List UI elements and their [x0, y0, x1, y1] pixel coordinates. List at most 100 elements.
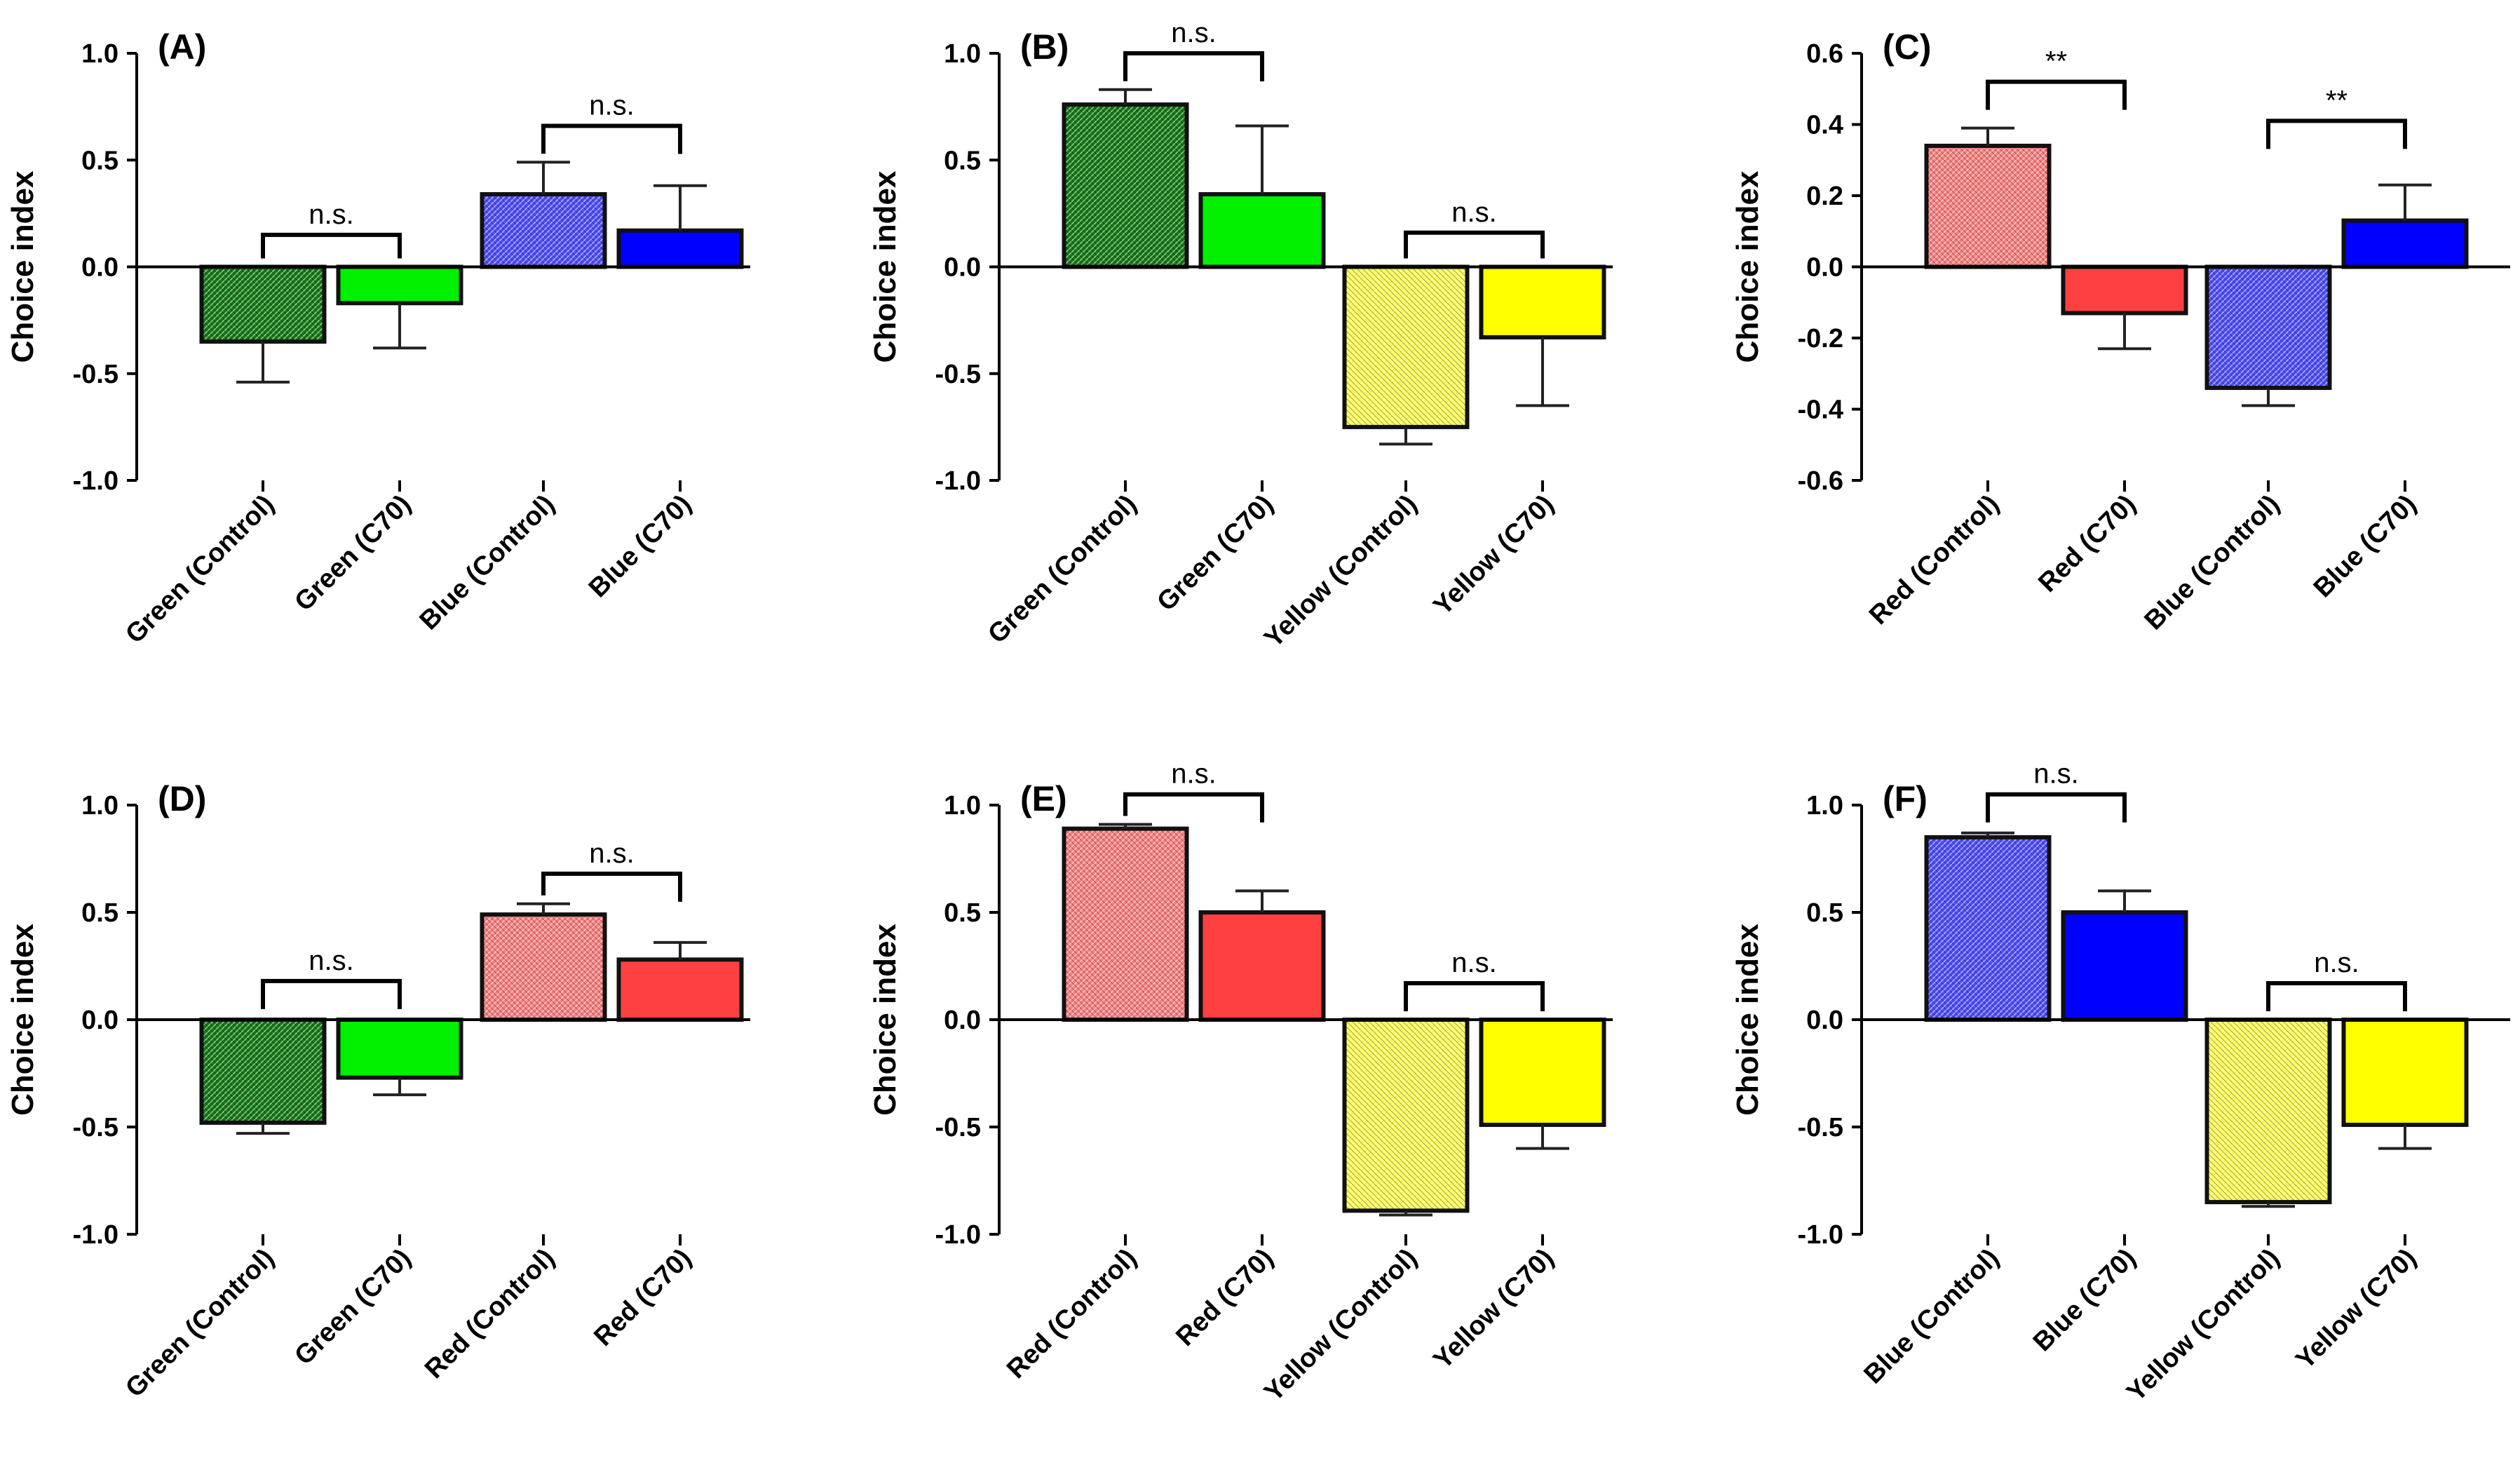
x-tick-label: Yellow (C70): [1428, 490, 1559, 621]
y-tick-label: -0.5: [73, 1113, 118, 1142]
error-bar: [2098, 313, 2151, 351]
panel-label: (C): [1883, 27, 1931, 67]
bar: [1924, 143, 2052, 269]
y-tick-label: 0.6: [1806, 39, 1843, 69]
x-tick-label: Green (Control): [982, 490, 1142, 649]
y-tick-label: 0.5: [1806, 898, 1843, 928]
y-tick-label: 1.0: [1806, 791, 1843, 821]
x-tick-label: Green (Control): [120, 490, 280, 649]
y-tick-label: 0.5: [81, 146, 118, 175]
error-bar: [1961, 831, 2014, 837]
bar: [1924, 835, 2052, 1022]
x-tick-label: Green (C70): [289, 490, 416, 617]
bar: [2061, 910, 2188, 1022]
significance-bracket: n.s.: [541, 90, 682, 154]
significance-bracket: n.s.: [261, 945, 402, 1009]
y-tick-label: -1.0: [935, 1220, 981, 1250]
error-bar: [373, 303, 426, 350]
error-bar: [1961, 126, 2014, 146]
significance-label: n.s.: [1451, 197, 1496, 228]
error-bar: [653, 184, 707, 231]
bar: [1062, 102, 1189, 269]
y-tick-label: -0.5: [935, 360, 981, 389]
x-tick-label: Red (C70): [2033, 490, 2141, 598]
y-tick-label: -1.0: [1798, 1220, 1843, 1250]
significance-bracket: n.s.: [2266, 947, 2407, 1011]
significance-bracket: **: [2266, 85, 2407, 149]
chart-panel-c: 0.6 0.4 0.2 0.0 -0.2 -0.4 -0.6 Red (Control) Red…: [1730, 27, 2510, 635]
y-tick-label: 0.0: [81, 1006, 118, 1035]
significance-label: n.s.: [2033, 759, 2078, 790]
significance-bracket: n.s.: [1404, 947, 1545, 1011]
chart-panel-f: 1.0 0.5 0.0 -0.5 -1.0 Blue (Control) Blue (C70…: [1730, 759, 2510, 1407]
bar: [199, 1018, 327, 1125]
significance-label: n.s.: [309, 199, 353, 230]
x-tick-label: Green (C70): [1151, 490, 1279, 617]
bar: [2204, 1018, 2332, 1205]
x-tick-label: Yellow (C70): [1428, 1243, 1559, 1375]
error-bar: [1099, 823, 1152, 829]
significance-bracket: n.s.: [1986, 759, 2127, 823]
error-bar: [517, 902, 570, 915]
x-tick-label: Blue (Control): [414, 490, 561, 636]
x-tick-label: Red (Control): [1001, 1243, 1142, 1384]
y-tick-label: 0.0: [81, 253, 118, 283]
y-axis-title: Choice index: [6, 170, 40, 363]
error-bar: [373, 1077, 426, 1097]
x-tick-label: Red (Control): [419, 1243, 560, 1384]
bar: [1479, 264, 1606, 339]
significance-bracket: n.s.: [1404, 197, 1545, 259]
error-bar: [1379, 426, 1432, 446]
y-tick-label: 0.0: [944, 253, 981, 283]
significance-bracket: **: [1986, 46, 2127, 110]
bar: [616, 228, 744, 269]
y-tick-label: -1.0: [73, 1220, 118, 1250]
y-tick-label: 0.0: [1806, 1006, 1843, 1035]
y-axis-title: Choice index: [6, 924, 40, 1116]
y-tick-label: 0.0: [1806, 253, 1843, 283]
y-tick-label: 0.0: [944, 1006, 981, 1035]
bar: [1479, 1018, 1606, 1127]
bar: [1198, 191, 1326, 269]
x-tick-label: Red (Control): [1864, 490, 2005, 630]
x-tick-label: Red (C70): [588, 1243, 697, 1352]
x-tick-label: Blue (C70): [2308, 490, 2423, 604]
bar: [2341, 1018, 2469, 1127]
x-tick-label: Blue (C70): [583, 490, 698, 604]
significance-label: n.s.: [309, 945, 353, 976]
x-tick-label: Blue (Control): [2139, 490, 2286, 636]
error-bar: [2098, 889, 2151, 912]
bar: [2341, 218, 2469, 269]
y-tick-label: -1.0: [73, 466, 118, 496]
panel-label: (E): [1020, 779, 1067, 818]
x-tick-label: Green (Control): [120, 1243, 280, 1403]
x-tick-label: Green (C70): [289, 1243, 416, 1371]
error-bar: [1516, 1124, 1569, 1150]
y-tick-label: 1.0: [81, 791, 118, 821]
x-tick-label: Yellow (C70): [2290, 1243, 2422, 1375]
bar: [480, 912, 607, 1022]
bar: [2204, 264, 2332, 391]
error-bar: [236, 1122, 290, 1135]
y-tick-label: 0.5: [944, 898, 981, 928]
x-tick-label: Blue (C70): [2028, 1243, 2142, 1358]
error-bar: [236, 342, 290, 384]
significance-label: **: [2045, 46, 2067, 77]
error-bar: [1099, 88, 1152, 105]
bar: [2061, 264, 2188, 316]
x-tick-label: Blue (Control): [1859, 1243, 2005, 1390]
bar: [616, 957, 744, 1022]
y-tick-label: 1.0: [81, 39, 118, 69]
y-tick-label: 0.5: [81, 898, 118, 928]
bar: [480, 191, 607, 269]
error-bar: [2378, 1124, 2432, 1150]
y-tick-label: 1.0: [944, 791, 981, 821]
bar: [1342, 264, 1470, 429]
error-bar: [2378, 183, 2432, 221]
error-bar: [653, 940, 707, 960]
